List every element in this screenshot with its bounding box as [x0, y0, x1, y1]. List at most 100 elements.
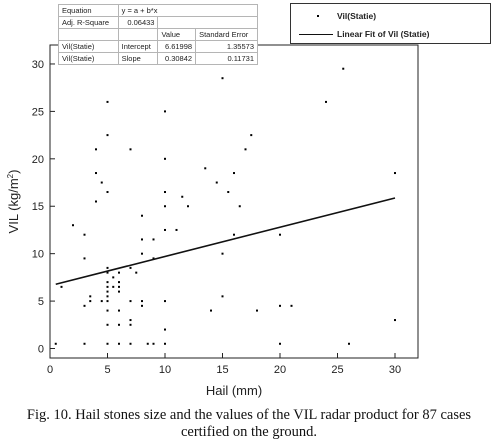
- data-point: [141, 300, 143, 303]
- data-point: [129, 342, 132, 345]
- data-point: [164, 157, 166, 160]
- stats-cell: y = a + b*x: [117, 4, 259, 17]
- figure-caption: Fig. 10. Hail stones size and the values…: [0, 407, 498, 441]
- data-point: [106, 266, 109, 269]
- data-point: [112, 285, 115, 288]
- data-point: [164, 342, 166, 345]
- data-point: [83, 233, 86, 236]
- data-point: [181, 195, 184, 198]
- data-point: [279, 304, 281, 307]
- data-points: [54, 67, 396, 345]
- legend-label: Linear Fit of Vil (Statie): [337, 29, 430, 39]
- regression-stats-table: Equation y = a + b*x Adj. R-Square 0.064…: [58, 4, 259, 65]
- stats-cell: Equation: [58, 4, 119, 17]
- data-point: [141, 214, 143, 217]
- data-point: [106, 100, 109, 103]
- data-point: [342, 67, 345, 70]
- data-point: [118, 309, 120, 312]
- data-point: [164, 328, 166, 331]
- data-point: [89, 300, 92, 303]
- data-point: [118, 323, 120, 326]
- legend-point-marker: [299, 11, 337, 21]
- data-point: [106, 281, 109, 284]
- stats-cell: Value: [157, 28, 197, 41]
- data-point: [106, 191, 109, 194]
- data-point: [112, 276, 115, 279]
- x-axis-label: Hail (mm): [206, 383, 262, 398]
- data-point: [118, 342, 120, 345]
- data-point: [164, 300, 166, 303]
- data-point: [233, 233, 235, 236]
- data-point: [279, 342, 281, 345]
- stats-row-intercept: Vil(Statie) Intercept 6.61998 1.35573: [58, 40, 258, 53]
- data-point: [141, 238, 143, 241]
- data-point: [394, 319, 396, 322]
- stats-row-r-square: Adj. R-Square 0.06433: [58, 16, 258, 29]
- y-tick-label: 20: [32, 154, 44, 166]
- data-point: [227, 191, 230, 194]
- plot-frame: [49, 44, 419, 359]
- data-point: [129, 300, 132, 303]
- data-point: [135, 271, 138, 274]
- data-point: [60, 285, 63, 288]
- legend-entry-fit: Linear Fit of Vil (Statie): [299, 29, 429, 39]
- data-point: [279, 233, 281, 236]
- stats-cell: 0.30842: [157, 52, 197, 65]
- data-point: [106, 271, 109, 274]
- stats-cell: [117, 28, 159, 41]
- data-point: [256, 309, 258, 312]
- data-point: [152, 342, 155, 345]
- stats-cell: Adj. R-Square: [58, 16, 119, 29]
- data-point: [118, 281, 120, 284]
- data-point: [164, 110, 166, 113]
- y-axis-label-end: ): [6, 170, 21, 174]
- x-tick-label: 30: [389, 364, 401, 376]
- stats-cell: Intercept: [117, 40, 159, 53]
- stats-row-equation: Equation y = a + b*x: [58, 4, 259, 17]
- data-point: [141, 304, 143, 307]
- stats-cell: Vil(Statie): [58, 52, 119, 65]
- data-point: [95, 148, 97, 151]
- data-point: [152, 257, 155, 260]
- data-point: [95, 200, 97, 203]
- data-point: [72, 224, 74, 227]
- chart-legend: Vil(Statie) Linear Fit of Vil (Statie): [290, 3, 491, 44]
- y-tick-label: 5: [38, 296, 44, 308]
- stats-cell: [157, 16, 258, 29]
- data-point: [106, 323, 109, 326]
- data-point: [250, 134, 253, 137]
- data-point: [106, 295, 109, 298]
- x-tick-label: 15: [216, 364, 228, 376]
- caption-line-1: Fig. 10. Hail stones size and the values…: [26, 407, 472, 423]
- data-point: [129, 319, 132, 322]
- data-point: [118, 271, 120, 274]
- y-axis-label-superscript: 2: [6, 173, 15, 178]
- y-tick-label: 10: [32, 249, 44, 261]
- legend-entry-points: Vil(Statie): [299, 11, 376, 21]
- data-point: [106, 290, 109, 293]
- x-tick-label: 20: [274, 364, 286, 376]
- data-point: [129, 148, 132, 151]
- data-point: [141, 252, 143, 255]
- data-point: [164, 191, 166, 194]
- y-tick-label: 0: [38, 344, 44, 356]
- data-point: [83, 257, 86, 260]
- stats-cell: Standard Error: [195, 28, 258, 41]
- data-point: [129, 266, 132, 269]
- data-point: [233, 172, 235, 175]
- x-tick-label: 10: [159, 364, 171, 376]
- y-axis-label-main: VIL (kg/m: [6, 178, 21, 233]
- data-point: [106, 342, 109, 345]
- data-point: [106, 134, 109, 137]
- stats-cell: 6.61998: [157, 40, 197, 53]
- legend-label: Vil(Statie): [337, 11, 377, 21]
- stats-cell: Slope: [117, 52, 159, 65]
- axis-ticks: 0 5 10 15 20 25 30 0 5 10 15 20 25 30: [32, 59, 401, 376]
- data-point: [348, 342, 350, 345]
- y-axis-label: VIL (kg/m2): [6, 170, 21, 234]
- data-point: [118, 285, 120, 288]
- data-point: [164, 228, 166, 231]
- data-point: [89, 295, 92, 298]
- data-point: [215, 181, 218, 184]
- data-point: [152, 238, 155, 241]
